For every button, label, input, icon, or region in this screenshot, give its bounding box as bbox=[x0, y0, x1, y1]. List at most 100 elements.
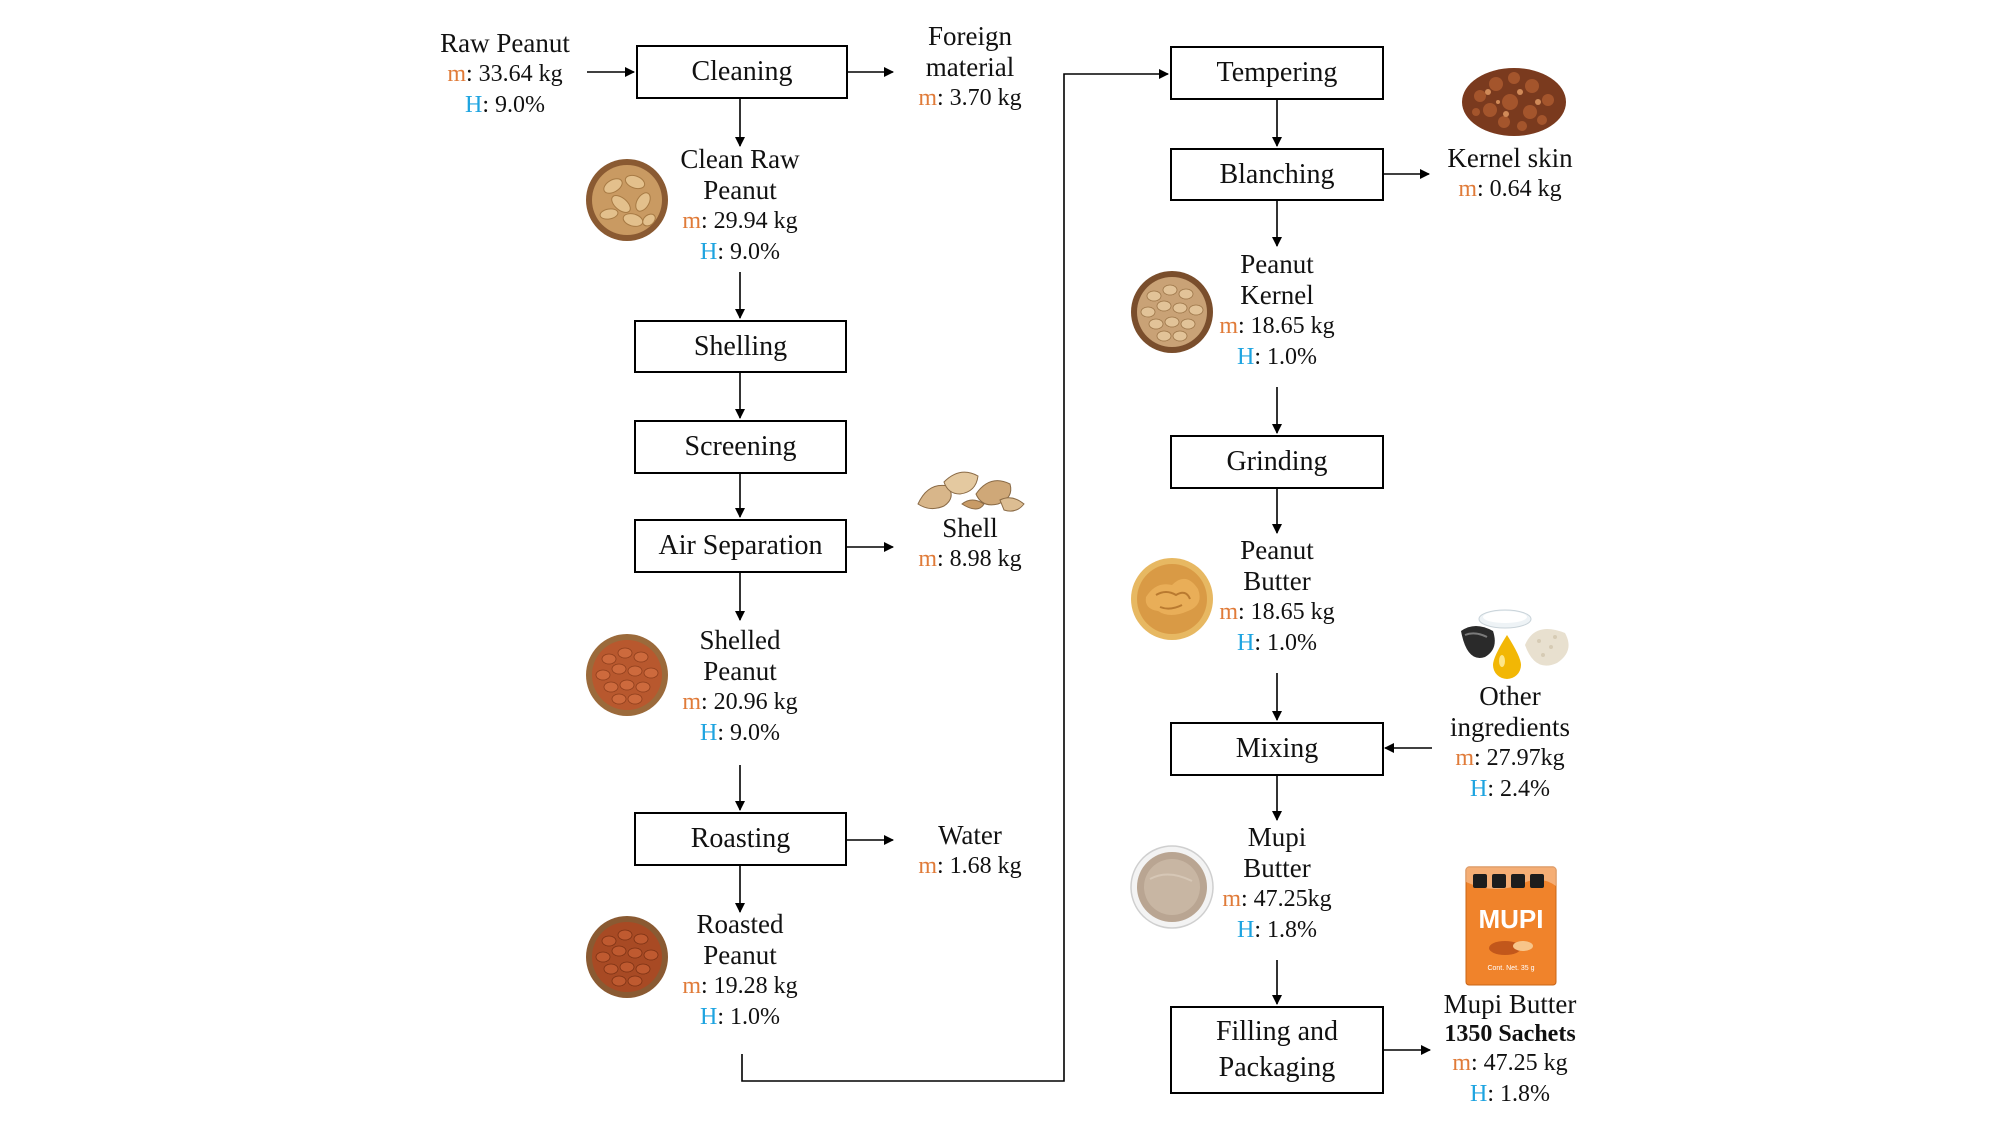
stream-name-line2: ingredients bbox=[1450, 712, 1570, 742]
sachet-brand-text: MUPI bbox=[1479, 904, 1544, 934]
sachet-net-text: Cont. Net. 35 g bbox=[1487, 965, 1534, 972]
humidity-value: : 1.0% bbox=[717, 1004, 780, 1030]
stream-name: Peanut bbox=[1240, 249, 1314, 279]
humidity-key: H bbox=[1236, 917, 1255, 943]
humidity-key: H bbox=[699, 1004, 718, 1030]
mass-key: m bbox=[918, 85, 937, 111]
humidity-value: : 9.0% bbox=[717, 720, 780, 746]
humidity-key: H bbox=[1236, 344, 1255, 370]
process-mixing: Mixing bbox=[1170, 722, 1384, 776]
stream-name: Raw Peanut bbox=[440, 28, 570, 58]
mass-value: : 29.94 kg bbox=[701, 208, 798, 234]
mass-row: m: 20.96 kg bbox=[660, 687, 820, 718]
stream-other-ingredients: Other ingredients m: 27.97kg H: 2.4% bbox=[1425, 681, 1595, 805]
mass-value: : 3.70 kg bbox=[937, 85, 1022, 111]
mass-row: m: 27.97kg bbox=[1425, 743, 1595, 774]
sachet-count: 1350 Sachets bbox=[1444, 1021, 1576, 1047]
stream-name: Other bbox=[1479, 681, 1541, 711]
process-label: Mixing bbox=[1235, 733, 1319, 764]
mass-key: m bbox=[918, 546, 937, 572]
shell-pieces-icon bbox=[917, 471, 1025, 512]
process-tempering: Tempering bbox=[1170, 46, 1384, 100]
humidity-key: H bbox=[1236, 630, 1255, 656]
mass-row: m: 47.25 kg bbox=[1420, 1048, 1600, 1079]
mass-key: m bbox=[918, 853, 937, 879]
stream-name: Foreign bbox=[928, 21, 1012, 51]
mass-key: m bbox=[1222, 886, 1241, 912]
mass-row: m: 8.98 kg bbox=[890, 544, 1050, 575]
peanut-kernels-bowl-icon bbox=[586, 634, 668, 716]
mass-value: : 1.68 kg bbox=[937, 853, 1022, 879]
mass-key: m bbox=[447, 61, 466, 87]
mass-key: m bbox=[682, 689, 701, 715]
stream-name: Peanut bbox=[1240, 535, 1314, 565]
mass-value: : 8.98 kg bbox=[937, 546, 1022, 572]
mupi-butter-bowl-icon bbox=[1130, 845, 1214, 929]
stream-name: Kernel skin bbox=[1447, 143, 1573, 173]
stream-name-line2: Butter bbox=[1243, 853, 1311, 883]
humidity-value: : 1.0% bbox=[1254, 630, 1317, 656]
mass-value: : 47.25kg bbox=[1241, 886, 1332, 912]
mass-value: : 20.96 kg bbox=[701, 689, 798, 715]
peanut-skin-pile-icon bbox=[1462, 68, 1566, 136]
mass-key: m bbox=[682, 973, 701, 999]
process-air-separation: Air Separation bbox=[634, 519, 847, 573]
mass-row: m: 33.64 kg bbox=[420, 59, 590, 90]
mass-row: m: 1.68 kg bbox=[890, 851, 1050, 882]
stream-name: Shelled bbox=[699, 625, 781, 655]
mass-key: m bbox=[1219, 599, 1238, 625]
process-blanching: Blanching bbox=[1170, 148, 1384, 201]
process-grinding: Grinding bbox=[1170, 435, 1384, 489]
blanched-kernels-bowl-icon bbox=[1131, 271, 1213, 353]
humidity-key: H bbox=[1469, 1081, 1488, 1107]
stream-roasted-peanut: Roasted Peanut m: 19.28 kg H: 1.0% bbox=[660, 909, 820, 1033]
mass-value: : 0.64 kg bbox=[1477, 176, 1562, 202]
process-cleaning: Cleaning bbox=[636, 45, 848, 99]
humidity-row: H: 1.0% bbox=[1197, 628, 1357, 659]
process-label: Air Separation bbox=[658, 530, 823, 561]
mass-key: m bbox=[1458, 176, 1477, 202]
process-label-line2: Packaging bbox=[1218, 1052, 1336, 1083]
humidity-value: : 2.4% bbox=[1487, 776, 1550, 802]
mass-row: m: 19.28 kg bbox=[660, 971, 820, 1002]
stream-name: Roasted bbox=[696, 909, 784, 939]
mass-row: m: 47.25kg bbox=[1197, 884, 1357, 915]
humidity-row: H: 2.4% bbox=[1425, 774, 1595, 805]
humidity-value: : 9.0% bbox=[482, 92, 545, 118]
stream-name-line2: material bbox=[925, 52, 1015, 82]
mass-row: m: 3.70 kg bbox=[890, 83, 1050, 114]
humidity-value: : 9.0% bbox=[717, 239, 780, 265]
mass-row: m: 18.65 kg bbox=[1197, 597, 1357, 628]
stream-name-line2: Peanut bbox=[703, 656, 777, 686]
process-label: Grinding bbox=[1226, 446, 1328, 477]
stream-peanut-butter: Peanut Butter m: 18.65 kg H: 1.0% bbox=[1197, 535, 1357, 659]
mass-key: m bbox=[1452, 1050, 1471, 1076]
stream-name-line2: Peanut bbox=[703, 940, 777, 970]
humidity-key: H bbox=[1469, 776, 1488, 802]
mass-row: m: 0.64 kg bbox=[1425, 174, 1595, 205]
stream-peanut-kernel: Peanut Kernel m: 18.65 kg H: 1.0% bbox=[1197, 249, 1357, 373]
humidity-row: H: 9.0% bbox=[660, 237, 820, 268]
stream-mupi-butter: Mupi Butter m: 47.25kg H: 1.8% bbox=[1197, 822, 1357, 946]
stream-foreign-material: Foreign material m: 3.70 kg bbox=[890, 21, 1050, 114]
mass-row: m: 18.65 kg bbox=[1197, 311, 1357, 342]
stream-shell: Shell m: 8.98 kg bbox=[890, 513, 1050, 575]
humidity-value: : 1.8% bbox=[1487, 1081, 1550, 1107]
process-label: Shelling bbox=[693, 330, 788, 362]
humidity-row: H: 1.8% bbox=[1420, 1079, 1600, 1110]
mass-key: m bbox=[1219, 313, 1238, 339]
stream-clean-raw-peanut: Clean Raw Peanut m: 29.94 kg H: 9.0% bbox=[660, 144, 820, 268]
humidity-key: H bbox=[699, 720, 718, 746]
process-label-line1: Filling and bbox=[1215, 1016, 1339, 1047]
humidity-value: : 1.8% bbox=[1254, 917, 1317, 943]
stream-name: Clean Raw bbox=[680, 144, 800, 174]
process-label: Tempering bbox=[1216, 57, 1338, 88]
humidity-row: H: 9.0% bbox=[420, 90, 590, 121]
stream-name-line2: Butter bbox=[1243, 566, 1311, 596]
humidity-key: H bbox=[699, 239, 718, 265]
arrow-roasted-to-tempering bbox=[741, 69, 1169, 1082]
humidity-key: H bbox=[464, 92, 483, 118]
mass-value: : 27.97kg bbox=[1474, 745, 1565, 771]
stream-name-line2: Kernel bbox=[1240, 280, 1314, 310]
